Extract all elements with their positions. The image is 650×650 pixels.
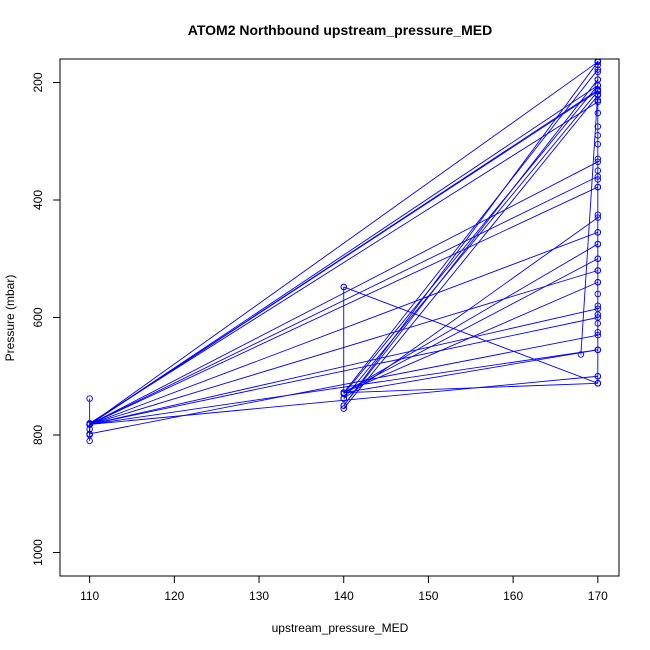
series-line-21 <box>343 79 599 406</box>
data-point <box>594 328 602 336</box>
plot-frame <box>59 58 620 577</box>
data-point <box>594 61 602 69</box>
data-point <box>594 346 602 354</box>
data-point <box>594 167 602 174</box>
x-tick-label: 130 <box>249 589 269 603</box>
series-line-5 <box>89 89 599 425</box>
data-point <box>340 389 347 396</box>
series-line-23 <box>343 69 599 393</box>
data-point <box>594 158 602 166</box>
series-line-26 <box>343 258 599 394</box>
y-tick-label: 200 <box>31 72 45 92</box>
y-tick-label: 800 <box>31 425 45 445</box>
series-line-13 <box>89 375 598 425</box>
data-point <box>594 59 602 65</box>
x-axis-label: upstream_pressure_MED <box>272 621 409 635</box>
data-point <box>594 279 602 286</box>
data-point <box>340 402 347 409</box>
x-tick-label: 170 <box>588 589 608 603</box>
series-line-20 <box>343 61 599 406</box>
series-line-19 <box>343 91 599 399</box>
x-tick-label: 120 <box>164 589 184 603</box>
x-axis: 110 120 130 140 150 160 170 <box>80 575 608 603</box>
data-point <box>594 229 602 236</box>
data-point <box>594 96 602 104</box>
data-point <box>594 68 602 76</box>
plot-lines <box>89 60 599 441</box>
data-point <box>594 140 602 148</box>
data-point <box>86 430 93 438</box>
data-point <box>594 66 602 73</box>
y-axis-label: Pressure (mbar) <box>3 275 17 362</box>
data-point <box>594 320 602 327</box>
data-point <box>594 380 602 387</box>
chart-title: ATOM2 Northbound upstream_pressure_MED <box>188 22 492 38</box>
data-point <box>594 132 602 139</box>
series-line-1 <box>89 101 599 425</box>
data-point <box>594 86 602 93</box>
data-point <box>594 302 602 310</box>
data-point <box>594 311 602 318</box>
x-tick-label: 150 <box>418 589 438 603</box>
data-point <box>86 421 93 428</box>
y-axis: 200 400 600 800 1000 <box>31 72 61 566</box>
series-line-25 <box>343 217 599 399</box>
data-point <box>86 395 93 402</box>
x-tick-label: 110 <box>80 589 99 603</box>
data-point <box>594 176 602 183</box>
data-point <box>594 82 602 89</box>
data-point <box>340 405 347 412</box>
data-point <box>594 290 602 298</box>
data-point <box>594 373 602 380</box>
series-line-12 <box>89 61 599 425</box>
series-line-28 <box>343 349 598 394</box>
data-point <box>594 211 602 218</box>
data-point <box>594 214 602 221</box>
data-point <box>594 123 602 130</box>
data-point <box>594 183 602 191</box>
x-tick-label: 160 <box>503 589 523 603</box>
series-line-27 <box>343 281 599 394</box>
y-tick-label: 1000 <box>31 539 45 566</box>
x-tick-label: 140 <box>334 589 354 603</box>
data-point <box>577 351 585 358</box>
series-line-24 <box>343 243 599 394</box>
data-point <box>594 109 602 117</box>
data-point <box>594 331 602 339</box>
series-line-22 <box>343 95 599 409</box>
series-line-18 <box>343 85 599 395</box>
data-point <box>594 255 602 262</box>
series-line-17 <box>343 286 598 384</box>
plot-points <box>86 59 602 445</box>
data-point <box>594 267 602 274</box>
y-tick-label: 400 <box>31 190 45 210</box>
y-tick-label: 600 <box>31 307 45 327</box>
data-point <box>594 98 602 106</box>
data-point <box>594 155 602 163</box>
data-point <box>594 240 602 248</box>
data-point <box>340 283 347 291</box>
data-point <box>86 437 93 445</box>
